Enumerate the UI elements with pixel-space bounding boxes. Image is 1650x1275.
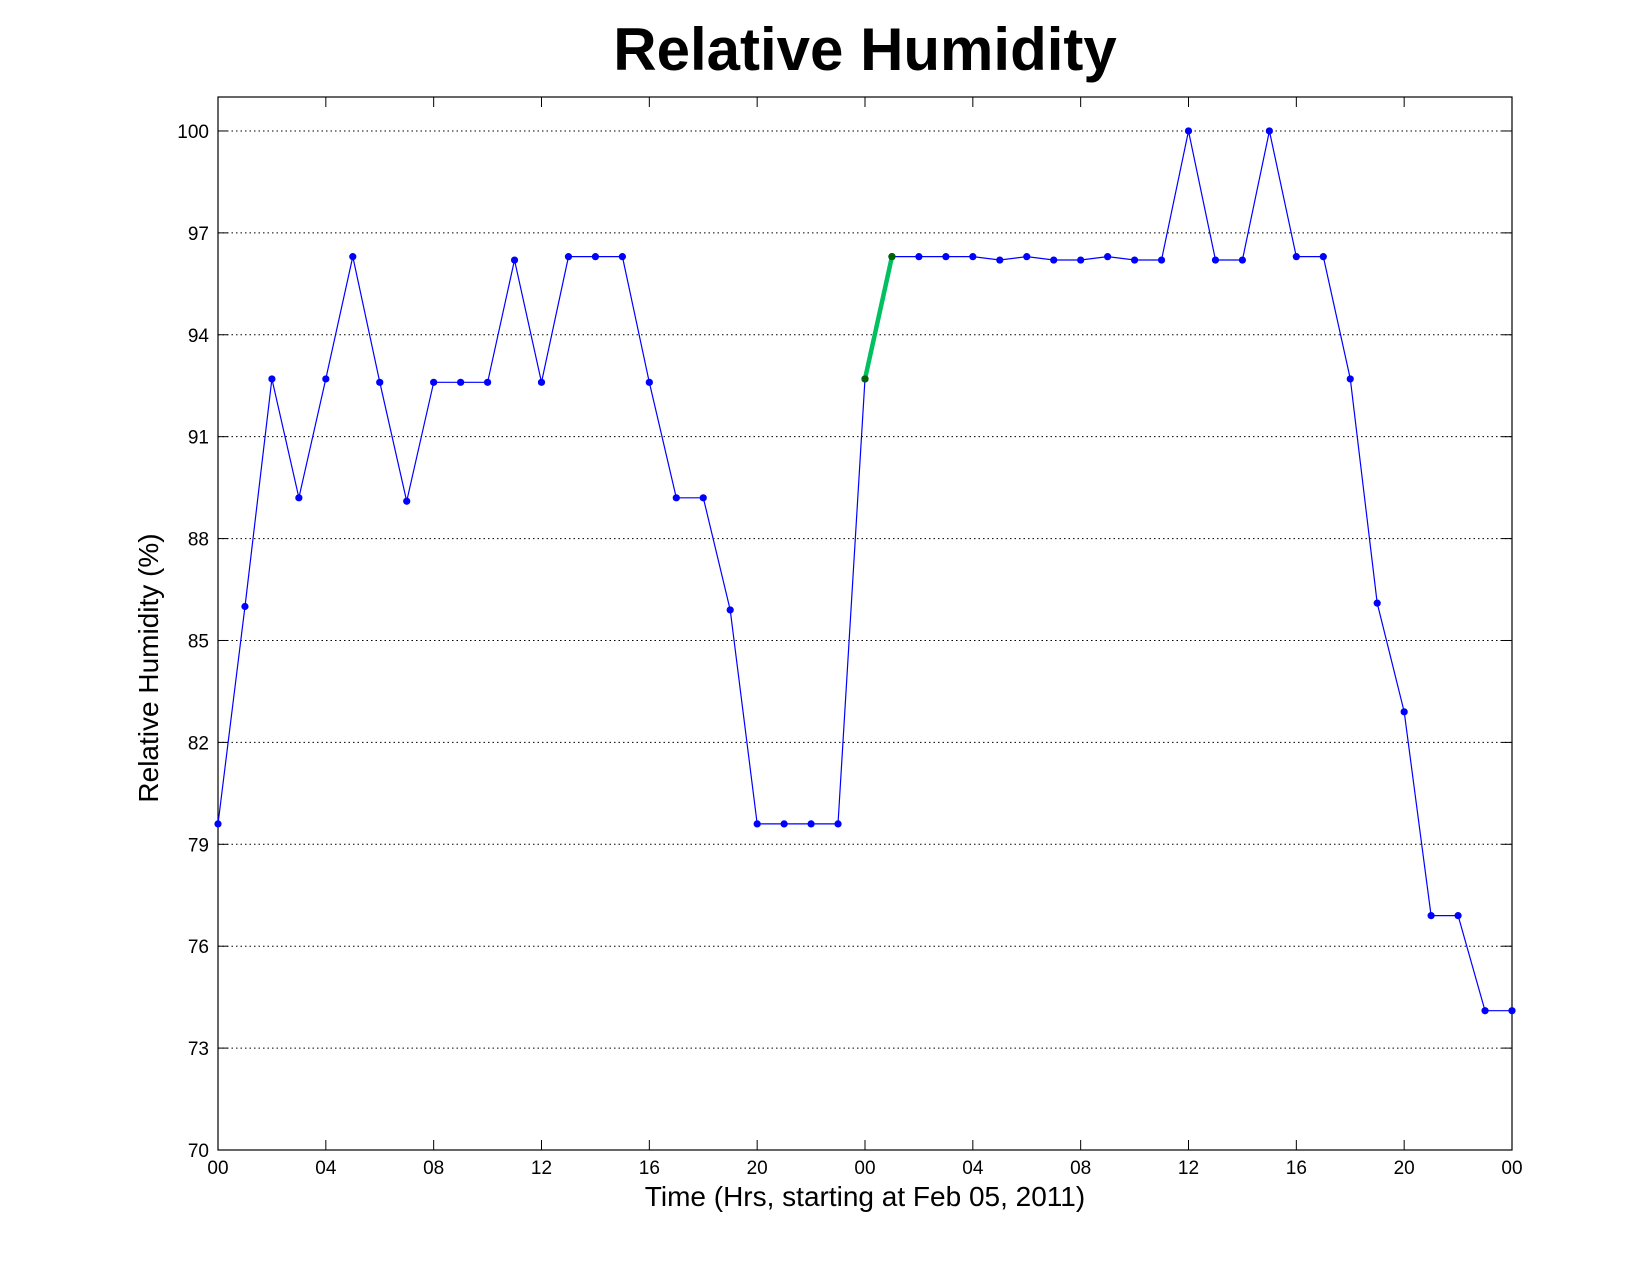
x-tick-label: 12 <box>531 1158 552 1179</box>
data-point <box>591 253 600 261</box>
data-point <box>1454 912 1462 920</box>
data-point <box>214 820 222 828</box>
x-tick-label: 00 <box>207 1158 228 1179</box>
data-point <box>1023 253 1031 261</box>
data-point <box>430 378 438 386</box>
y-tick-label: 88 <box>188 530 209 551</box>
data-point <box>1157 256 1166 264</box>
data-point <box>915 253 923 261</box>
x-tick-label: 04 <box>962 1158 984 1179</box>
axis-ticks: 70 73 76 79 82 85 88 91 94 97 100 00 04 08 12 16 20 00 04 0… <box>177 97 1523 1179</box>
data-point <box>618 253 626 261</box>
data-point <box>942 253 950 261</box>
data-point <box>241 602 249 611</box>
x-tick-label: 00 <box>854 1158 875 1179</box>
x-axis-label: Time (Hrs, starting at Feb 05, 2011) <box>645 1181 1085 1212</box>
data-point <box>1238 256 1247 264</box>
highlight-point <box>888 253 896 261</box>
data-point <box>807 820 815 828</box>
chart-title: Relative Humidity <box>613 16 1117 83</box>
data-point <box>1292 253 1300 261</box>
data-point <box>295 494 303 502</box>
x-tick-label: 00 <box>1501 1158 1522 1179</box>
y-tick-label: 79 <box>188 835 209 856</box>
x-tick-label: 04 <box>315 1158 337 1179</box>
data-point <box>268 375 276 383</box>
x-tick-label: 08 <box>423 1158 444 1179</box>
y-tick-label: 70 <box>188 1141 209 1162</box>
data-point <box>726 606 734 614</box>
y-tick-label: 94 <box>188 326 210 347</box>
y-tick-label: 100 <box>177 122 209 143</box>
data-point <box>969 253 977 261</box>
x-tick-label: 20 <box>747 1158 768 1179</box>
data-point <box>1211 256 1220 264</box>
data-point <box>699 494 707 502</box>
data-point <box>753 820 761 828</box>
data-point <box>483 378 492 386</box>
data-point <box>645 378 653 386</box>
data-point <box>1373 599 1381 607</box>
data-point <box>1050 256 1058 264</box>
data-point <box>1427 912 1435 920</box>
highlight-point <box>861 375 869 383</box>
data-point <box>1104 253 1112 261</box>
data-point <box>322 375 330 383</box>
data-point <box>376 378 384 386</box>
x-tick-label: 16 <box>639 1158 660 1179</box>
x-tick-label: 08 <box>1070 1158 1091 1179</box>
data-point <box>457 378 465 386</box>
y-axis-label: Relative Humidity (%) <box>133 533 164 802</box>
data-point <box>564 253 573 261</box>
x-tick-label: 20 <box>1394 1158 1415 1179</box>
data-point <box>349 253 357 261</box>
data-point <box>1130 256 1139 264</box>
highlight-segment-group <box>861 253 896 383</box>
data-point <box>1319 253 1327 261</box>
y-tick-label: 82 <box>188 733 209 754</box>
highlight-segment <box>862 256 895 380</box>
data-point <box>403 497 411 505</box>
data-point <box>1346 375 1354 383</box>
data-point <box>672 494 680 502</box>
x-tick-label: 16 <box>1286 1158 1307 1179</box>
x-tick-label: 12 <box>1178 1158 1199 1179</box>
data-point <box>510 256 519 264</box>
data-point <box>1508 1007 1516 1015</box>
data-point <box>1265 127 1273 135</box>
data-point <box>1077 256 1085 264</box>
y-tick-label: 76 <box>188 937 209 958</box>
data-point <box>1400 708 1408 716</box>
y-tick-label: 97 <box>188 224 209 245</box>
data-point <box>537 378 546 386</box>
y-tick-label: 73 <box>188 1039 209 1060</box>
data-point <box>1184 127 1193 135</box>
data-point <box>1481 1007 1489 1015</box>
data-point <box>834 820 842 828</box>
data-point <box>780 820 788 828</box>
y-tick-label: 91 <box>188 428 209 449</box>
y-tick-label: 85 <box>188 631 209 652</box>
data-point <box>996 256 1004 264</box>
